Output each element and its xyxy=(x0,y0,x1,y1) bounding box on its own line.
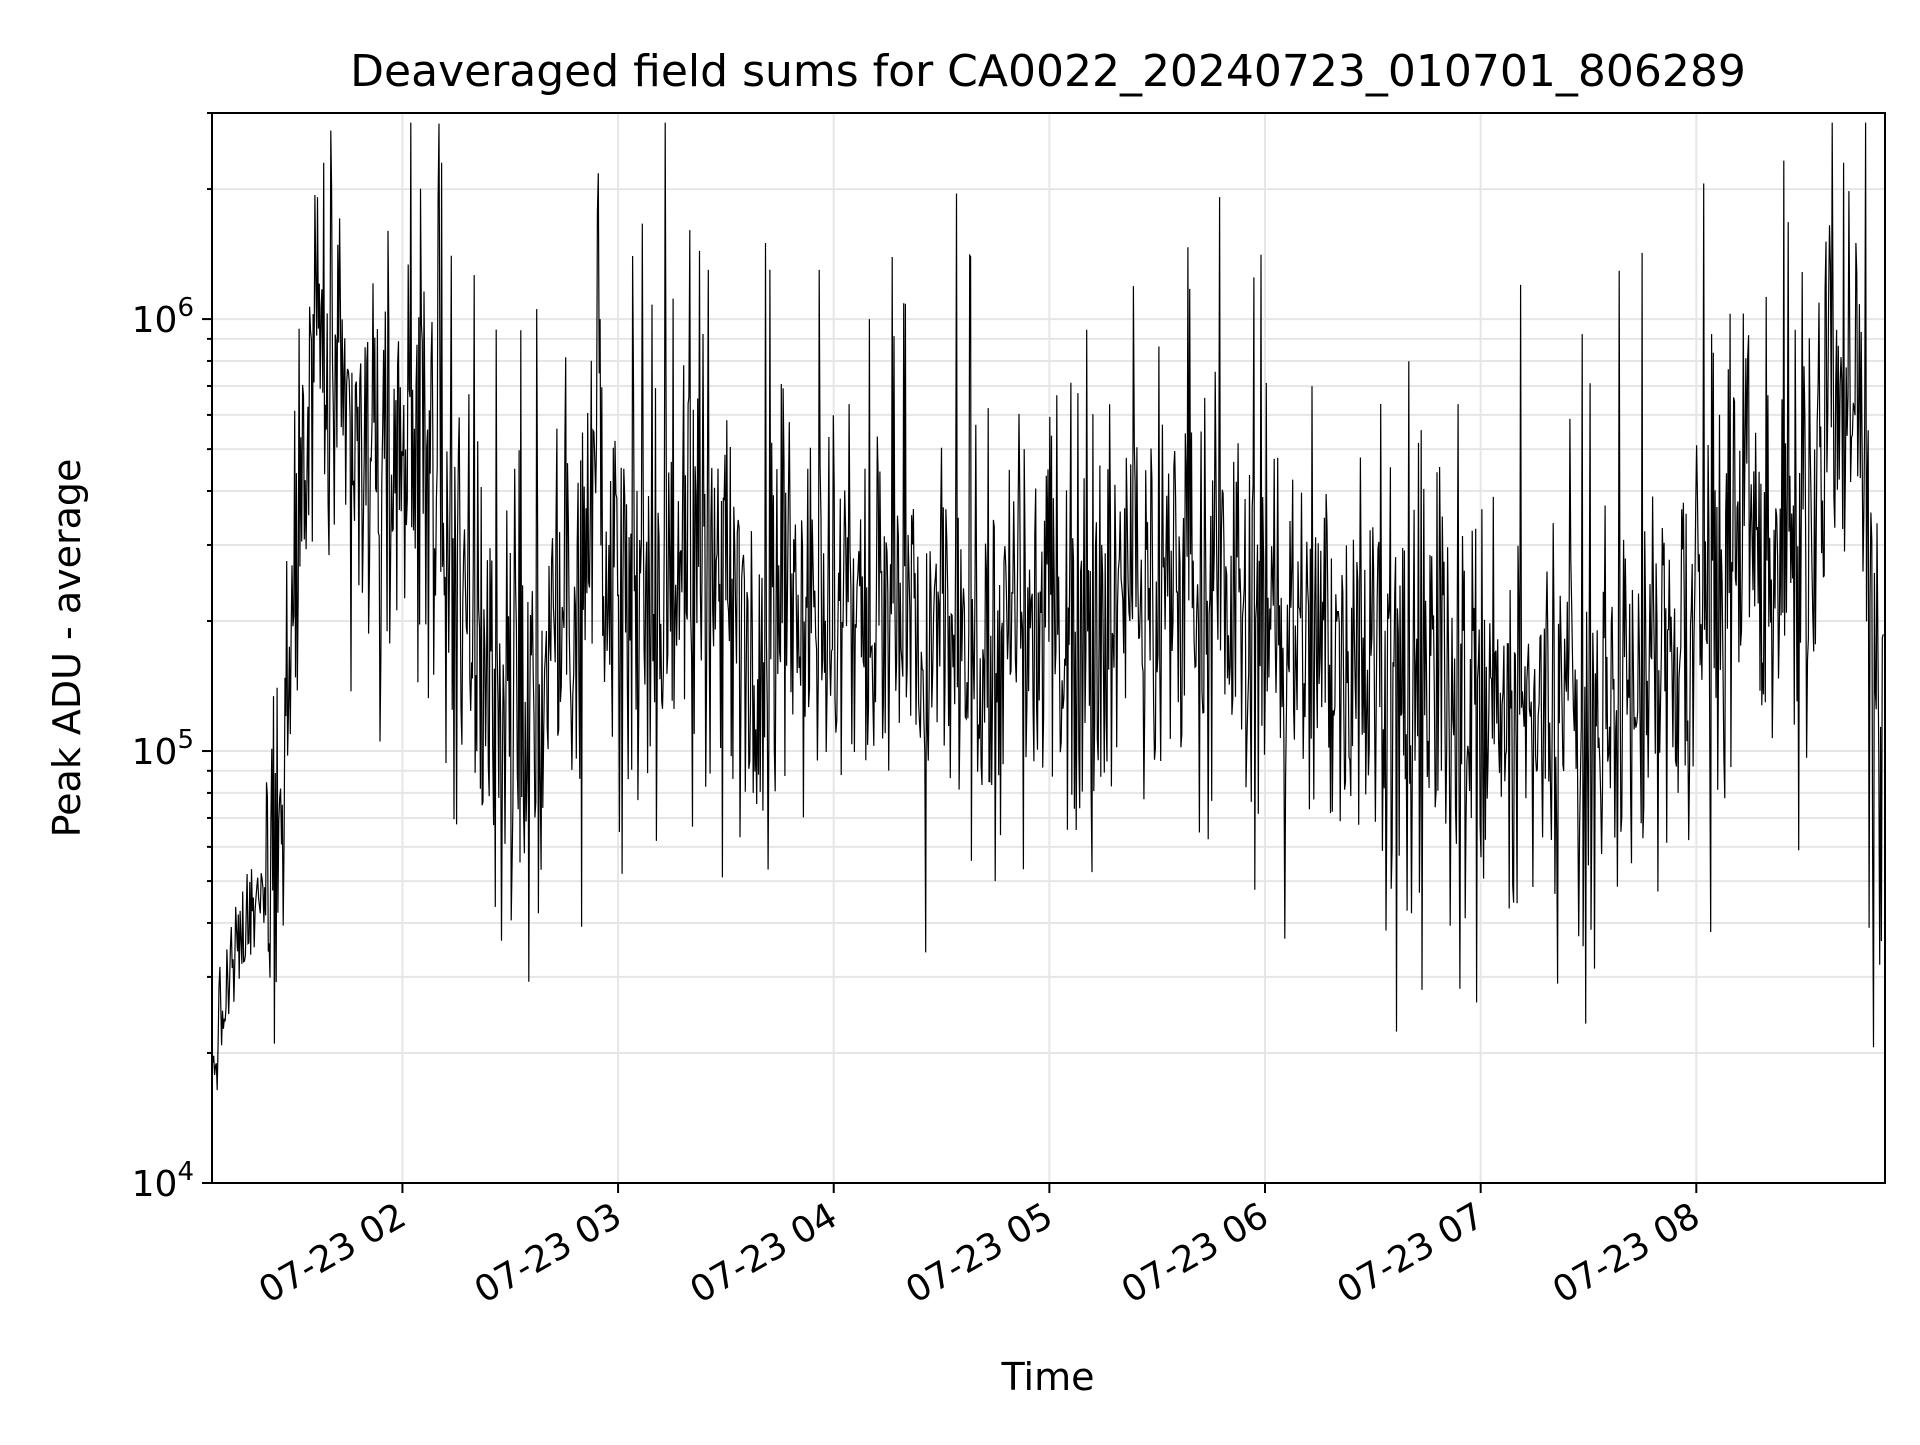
y-tick-label: 104 xyxy=(132,1157,194,1205)
chart-title: Deaveraged field sums for CA0022_2024072… xyxy=(350,46,1746,97)
y-tick-label: 105 xyxy=(132,725,194,773)
y-tick-label: 106 xyxy=(132,293,194,341)
series-line xyxy=(211,122,1884,1091)
y-axis-label: Peak ADU - average xyxy=(45,459,89,838)
series-layer xyxy=(211,122,1884,1091)
x-axis-label: Time xyxy=(1001,1355,1095,1399)
